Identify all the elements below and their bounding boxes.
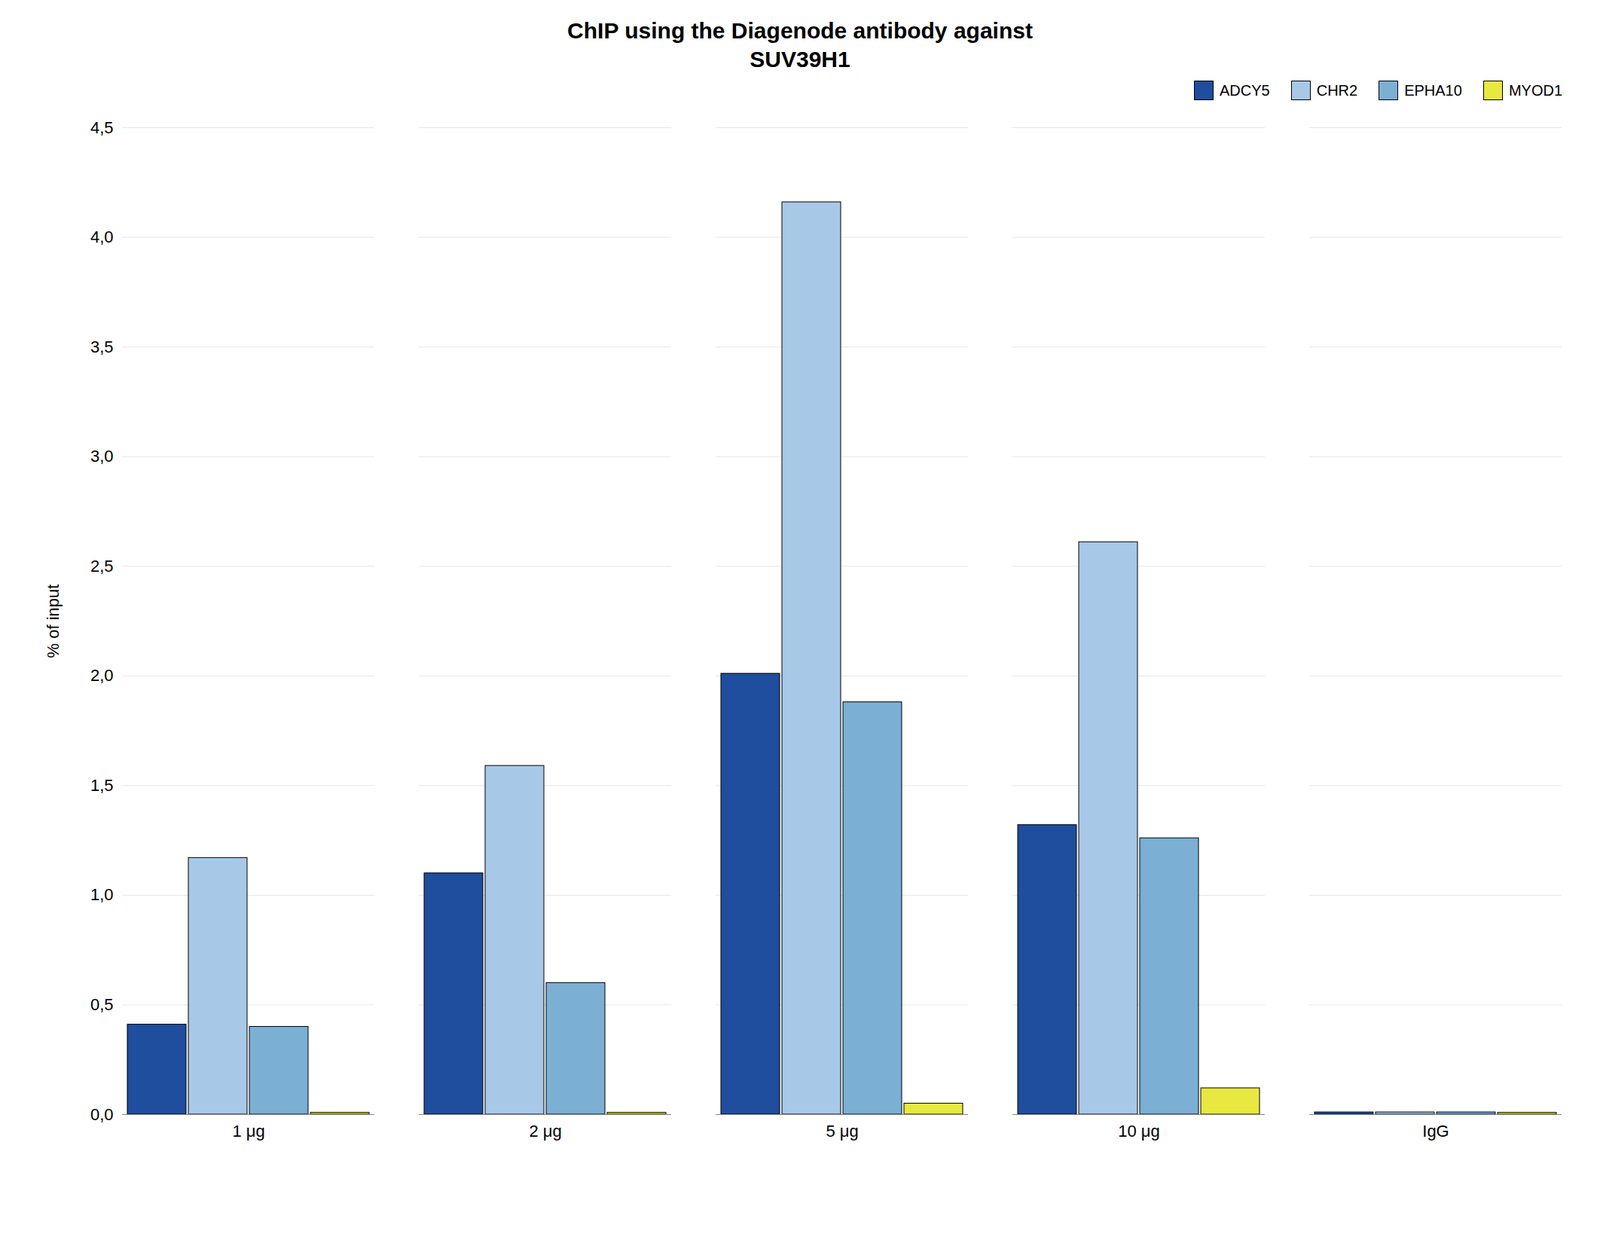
svg-text:% of input: % of input bbox=[43, 584, 63, 659]
html-text:ADCY5: ADCY5 bbox=[1219, 81, 1270, 99]
svg-text:3,0: 3,0 bbox=[90, 446, 114, 466]
svg-text:1,0: 1,0 bbox=[90, 885, 114, 904]
svg-text:1 μg: 1 μg bbox=[232, 1121, 265, 1141]
svg-text:0,0: 0,0 bbox=[90, 1105, 114, 1124]
svg-text:2 μg: 2 μg bbox=[528, 1121, 562, 1141]
svg-text:2,0: 2,0 bbox=[90, 665, 114, 685]
svg-text:4,5: 4,5 bbox=[90, 118, 114, 138]
html-text:EPHA10: EPHA10 bbox=[1404, 81, 1463, 99]
svg-text:0,5: 0,5 bbox=[90, 995, 114, 1014]
svg-text:4,0: 4,0 bbox=[90, 227, 114, 247]
svg-text:5 μg: 5 μg bbox=[825, 1121, 859, 1141]
svg-text:2,5: 2,5 bbox=[90, 556, 114, 576]
html-text:ChIP using the Diagenode antib: ChIP using the Diagenode antibody agains… bbox=[567, 18, 1033, 43]
html-text:SUV39H1: SUV39H1 bbox=[749, 46, 851, 72]
svg-text:3,5: 3,5 bbox=[90, 337, 114, 357]
svg-text:IgG: IgG bbox=[1422, 1121, 1449, 1141]
html-text:MYOD1: MYOD1 bbox=[1508, 81, 1563, 99]
svg-text:10 μg: 10 μg bbox=[1117, 1121, 1161, 1141]
svg-text:1,5: 1,5 bbox=[90, 775, 114, 795]
html-text:CHR2: CHR2 bbox=[1316, 81, 1358, 99]
